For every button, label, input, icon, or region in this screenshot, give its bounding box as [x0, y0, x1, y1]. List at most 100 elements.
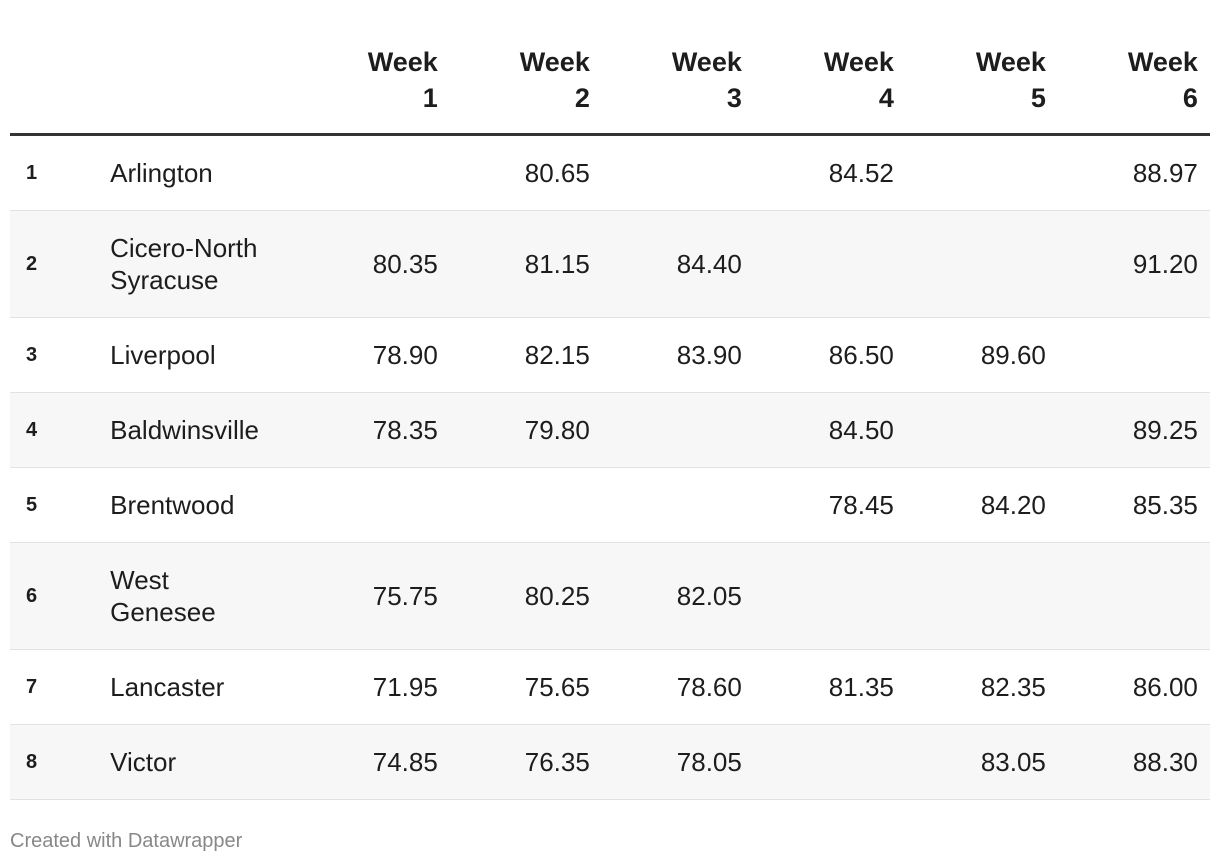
team-name: Arlington: [100, 134, 286, 211]
score-cell: 78.60: [589, 649, 742, 725]
team-name: Liverpool: [100, 317, 286, 393]
score-cell: [1197, 649, 1210, 725]
column-header: Week 1: [285, 0, 438, 136]
score-cell: [1197, 210, 1210, 318]
score-cell: [285, 467, 438, 543]
score-cell: 88.97: [1045, 134, 1198, 211]
score-cell: [1197, 317, 1210, 393]
rank: 4: [10, 392, 101, 468]
score-cell: 75.65: [437, 649, 590, 725]
rank: 7: [10, 649, 101, 725]
score-cell: [893, 134, 1046, 211]
rank: 3: [10, 317, 101, 393]
table-row: 2 Cicero-North Syracuse 80.35 81.15 84.40 91.…: [10, 210, 1210, 318]
score-cell: 78.90: [285, 317, 438, 393]
score-cell: [741, 210, 894, 318]
table-header: Week 1 Week 2 Week 3 Week 4 Week 5 Week 6Week…: [10, 0, 1210, 136]
score-cell: [1197, 134, 1210, 211]
table-row: 8 Victor 74.85 76.35 78.05 83.05 88.30: [10, 724, 1210, 800]
score-cell: [285, 134, 438, 211]
score-cell: 89.60: [893, 317, 1046, 393]
team-name: Brentwood: [100, 467, 286, 543]
score-cell: 80.25: [437, 542, 590, 650]
column-header-text: Week 3: [671, 47, 742, 113]
score-cell: [1197, 467, 1210, 543]
score-cell: 80.65: [437, 134, 590, 211]
score-cell: [893, 542, 1046, 650]
credit: Created with Datawrapper: [10, 830, 243, 852]
table-row: 3 Liverpool 78.90 82.15 83.90 86.50 89.60: [10, 317, 1210, 393]
table-row: 4 Baldwinsville 78.35 79.80 84.50 89.25: [10, 392, 1210, 468]
score-cell: 80.35: [285, 210, 438, 318]
column-header: Week 6: [1045, 0, 1198, 136]
column-header: Week 2: [437, 0, 590, 136]
column-header: [10, 0, 101, 136]
score-cell: 89.25: [1045, 392, 1198, 468]
score-cell: 78.45: [741, 467, 894, 543]
table-container: Week 1 Week 2 Week 3 Week 4 Week 5 Week 6Week…: [10, 0, 1210, 800]
rank: 8: [10, 724, 101, 800]
score-cell: 76.35: [437, 724, 590, 800]
score-cell: [893, 210, 1046, 318]
score-cell: [1197, 724, 1210, 800]
rank: 2: [10, 210, 101, 318]
column-header: Week 5: [893, 0, 1046, 136]
team-name: West Genesee: [100, 542, 286, 650]
score-cell: 78.35: [285, 392, 438, 468]
score-cell: [1197, 542, 1210, 650]
score-cell: [589, 392, 742, 468]
score-cell: 78.05: [589, 724, 742, 800]
score-cell: [589, 467, 742, 543]
score-cell: [1045, 542, 1198, 650]
score-cell: [589, 134, 742, 211]
score-cell: 74.85: [285, 724, 438, 800]
score-cell: 79.80: [437, 392, 590, 468]
column-header-text: Week 2: [519, 47, 590, 113]
score-cell: [741, 542, 894, 650]
score-cell: [893, 392, 1046, 468]
table-row: 5 Brentwood 78.45 84.20 85.35: [10, 467, 1210, 543]
table-row: 7 Lancaster 71.95 75.65 78.60 81.35 82.35 86.00: [10, 649, 1210, 725]
table-row: 1 Arlington 80.65 84.52 88.97: [10, 134, 1210, 211]
score-cell: [1045, 317, 1198, 393]
column-header-text: Week 6: [1127, 47, 1198, 113]
column-header-text: Week 1: [367, 47, 438, 113]
team-name: Cicero-North Syracuse: [100, 210, 286, 318]
score-cell: 83.05: [893, 724, 1046, 800]
header-row: Week 1 Week 2 Week 3 Week 4 Week 5 Week 6Week…: [10, 0, 1210, 136]
score-cell: 82.05: [589, 542, 742, 650]
column-header: Week 3: [589, 0, 742, 136]
score-cell: [437, 467, 590, 543]
score-cell: 91.20: [1045, 210, 1198, 318]
column-header-text: Week 4: [823, 47, 894, 113]
score-cell: 82.15: [437, 317, 590, 393]
score-cell: 82.35: [893, 649, 1046, 725]
rank: 5: [10, 467, 101, 543]
score-cell: [1197, 392, 1210, 468]
score-cell: 84.40: [589, 210, 742, 318]
column-header: Week 7: [1197, 0, 1210, 136]
score-cell: [741, 724, 894, 800]
column-header: Week 4: [741, 0, 894, 136]
team-name: Lancaster: [100, 649, 286, 725]
table-body: 1 Arlington 80.65 84.52 88.97 2 Cicero-North S…: [10, 134, 1210, 800]
score-cell: 83.90: [589, 317, 742, 393]
score-cell: 85.35: [1045, 467, 1198, 543]
rank: 6: [10, 542, 101, 650]
score-cell: 81.15: [437, 210, 590, 318]
score-cell: 84.20: [893, 467, 1046, 543]
table: Week 1 Week 2 Week 3 Week 4 Week 5 Week 6Week…: [10, 0, 1210, 800]
column-header-text: Week 5: [975, 47, 1046, 113]
score-cell: 71.95: [285, 649, 438, 725]
score-cell: 86.00: [1045, 649, 1198, 725]
table-row: 6 West Genesee 75.75 80.25 82.05: [10, 542, 1210, 650]
rank: 1: [10, 134, 101, 211]
team-name: Baldwinsville: [100, 392, 286, 468]
score-cell: 81.35: [741, 649, 894, 725]
score-cell: 84.50: [741, 392, 894, 468]
team-name: Victor: [100, 724, 286, 800]
score-cell: 84.52: [741, 134, 894, 211]
column-header: [100, 0, 286, 136]
score-cell: 86.50: [741, 317, 894, 393]
